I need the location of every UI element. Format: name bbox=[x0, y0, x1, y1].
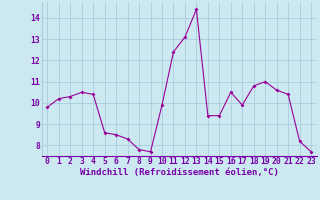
X-axis label: Windchill (Refroidissement éolien,°C): Windchill (Refroidissement éolien,°C) bbox=[80, 168, 279, 177]
